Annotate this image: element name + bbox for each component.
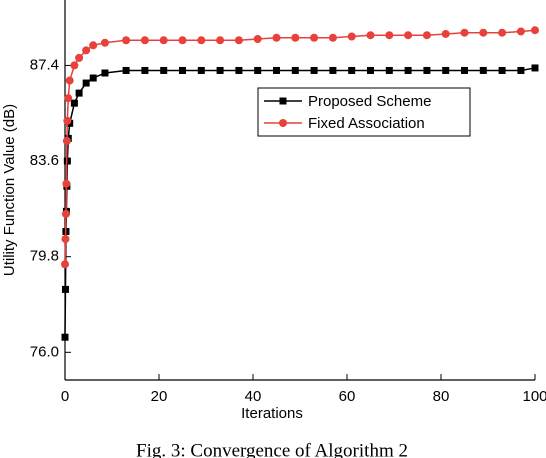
marker — [253, 35, 262, 44]
series-line — [64, 29, 536, 265]
marker — [216, 36, 225, 45]
legend-label: Proposed Scheme — [308, 93, 431, 110]
marker — [348, 66, 356, 74]
marker — [367, 66, 374, 74]
marker — [329, 66, 337, 74]
marker — [423, 66, 431, 74]
marker — [366, 31, 375, 40]
marker — [531, 26, 539, 35]
legend-marker — [279, 119, 287, 127]
marker — [385, 31, 394, 40]
marker — [347, 32, 356, 41]
y-tick-label: 76.0 — [30, 343, 59, 360]
caption: Fig. 3: Convergence of Algorithm 2 — [136, 440, 408, 458]
legend-label: Fixed Association — [308, 115, 425, 132]
marker — [63, 116, 72, 125]
marker — [140, 36, 149, 45]
marker — [160, 66, 168, 74]
marker — [61, 235, 70, 244]
marker — [404, 66, 412, 74]
marker — [62, 179, 71, 188]
marker — [82, 79, 90, 87]
marker — [61, 333, 69, 341]
x-tick-label: 20 — [151, 388, 168, 405]
marker — [101, 69, 109, 77]
marker — [272, 33, 281, 42]
marker — [141, 66, 149, 74]
marker — [122, 36, 131, 45]
marker — [498, 28, 507, 37]
marker — [460, 28, 469, 37]
marker — [310, 66, 318, 74]
x-tick-label: 40 — [245, 388, 262, 405]
x-tick-label: 0 — [61, 388, 69, 405]
x-tick-label: 80 — [433, 388, 450, 405]
marker — [159, 36, 168, 45]
legend-box — [257, 87, 471, 137]
marker — [216, 66, 224, 74]
marker — [291, 33, 300, 42]
y-tick-label: 83.6 — [30, 152, 59, 169]
marker — [517, 66, 525, 74]
marker — [291, 66, 299, 74]
marker — [89, 41, 98, 50]
marker — [273, 66, 280, 74]
marker — [70, 61, 79, 70]
marker — [516, 27, 525, 36]
marker — [310, 33, 319, 42]
x-tick-label: 100 — [522, 388, 546, 405]
marker — [422, 31, 431, 40]
marker — [179, 66, 186, 74]
x-axis-label: Iterations — [241, 405, 303, 422]
marker — [61, 209, 70, 218]
marker — [461, 66, 468, 74]
marker — [62, 136, 71, 145]
marker — [197, 36, 206, 45]
marker — [479, 66, 487, 74]
marker — [178, 36, 187, 45]
y-tick-label: 79.8 — [30, 248, 59, 265]
marker — [441, 29, 450, 38]
marker — [122, 66, 130, 74]
marker — [100, 38, 109, 47]
y-tick-label: 87.4 — [30, 56, 59, 73]
marker — [65, 76, 74, 85]
marker — [404, 31, 413, 40]
marker — [75, 89, 83, 97]
legend-marker — [279, 97, 287, 105]
marker — [197, 66, 205, 74]
marker — [531, 64, 539, 72]
marker — [235, 66, 243, 74]
marker — [75, 53, 84, 62]
marker — [254, 66, 262, 74]
marker — [70, 99, 78, 107]
marker — [385, 66, 393, 74]
marker — [64, 94, 73, 103]
marker — [234, 36, 243, 45]
marker — [82, 46, 91, 55]
marker — [479, 28, 488, 37]
marker — [89, 74, 97, 82]
y-axis-label: Utility Function Value (dB) — [1, 104, 18, 276]
x-tick-label: 60 — [339, 388, 356, 405]
marker — [498, 66, 506, 74]
marker — [61, 285, 69, 293]
marker — [61, 260, 69, 269]
marker — [442, 66, 450, 74]
marker — [328, 33, 337, 42]
